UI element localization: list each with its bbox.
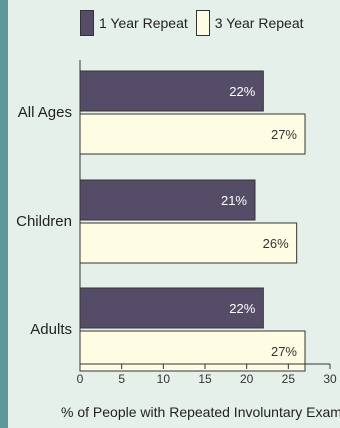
legend-swatch-3-year bbox=[195, 10, 210, 36]
category-label-children: Children bbox=[16, 213, 72, 230]
legend-item-1-year: 1 Year Repeat bbox=[80, 10, 188, 36]
x-tick-label-5: 5 bbox=[118, 372, 125, 386]
bar-children-series-1 bbox=[79, 179, 256, 221]
x-tick-label-10: 10 bbox=[157, 372, 171, 386]
data-label-adults-series-2: 27% bbox=[271, 344, 297, 359]
data-label-adults-series-1: 22% bbox=[229, 301, 255, 316]
category-label-adults: Adults bbox=[30, 321, 72, 338]
data-label-all-ages-series-2: 27% bbox=[271, 127, 297, 142]
x-tick-label-0: 0 bbox=[77, 372, 84, 386]
category-label-all-ages: All Ages bbox=[18, 104, 72, 121]
legend: 1 Year Repeat 3 Year Repeat bbox=[80, 8, 304, 38]
legend-item-3-year: 3 Year Repeat bbox=[195, 10, 304, 36]
x-axis-title: % of People with Repeated Involuntary Ex… bbox=[61, 404, 340, 420]
legend-label-1-year: 1 Year Repeat bbox=[99, 15, 188, 31]
bar-adults-series-1 bbox=[79, 287, 264, 329]
data-label-all-ages-series-1: 22% bbox=[229, 84, 255, 99]
bar-all-ages-series-1 bbox=[79, 70, 264, 112]
legend-label-3-year: 3 Year Repeat bbox=[214, 15, 304, 31]
x-tick-label-25: 25 bbox=[282, 372, 296, 386]
x-tick-label-30: 30 bbox=[323, 372, 337, 386]
data-label-children-series-1: 21% bbox=[221, 193, 247, 208]
legend-swatch-1-year bbox=[80, 10, 94, 36]
bar-all-ages-series-2 bbox=[79, 113, 306, 155]
data-label-children-series-2: 26% bbox=[263, 236, 289, 251]
x-tick-label-15: 15 bbox=[198, 372, 212, 386]
x-tick-label-20: 20 bbox=[240, 372, 254, 386]
accent-side-bar bbox=[0, 0, 8, 428]
bar-children-series-2 bbox=[79, 222, 298, 264]
